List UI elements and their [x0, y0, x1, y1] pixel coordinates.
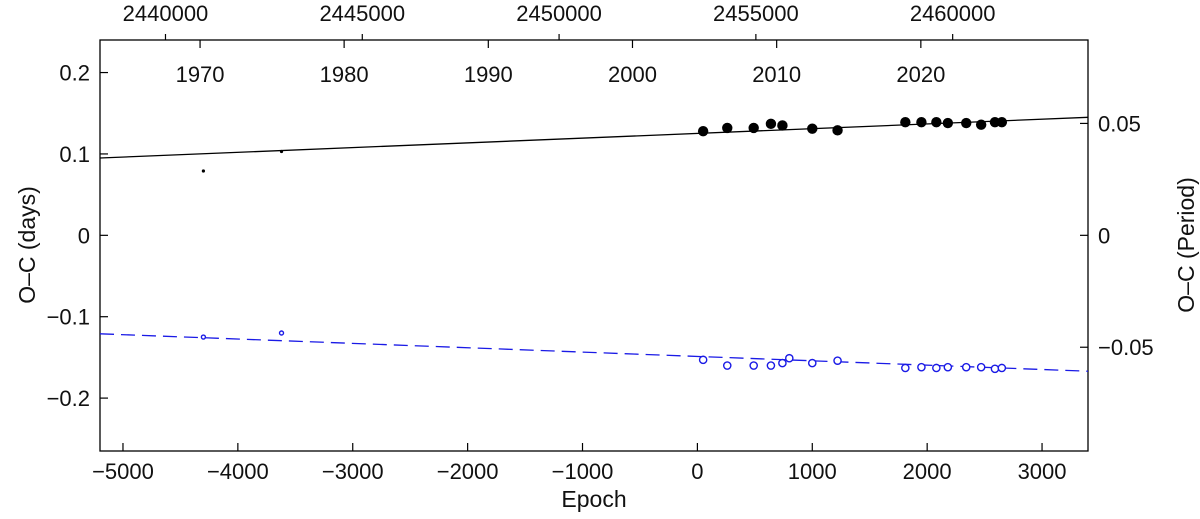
top-year-label: 1980: [320, 62, 369, 87]
data-point-series-1: [777, 120, 788, 131]
x-tick-label: 0: [691, 459, 703, 484]
top-year-label: 2010: [752, 62, 801, 87]
data-point-series-1: [961, 117, 972, 129]
data-point-series-2: [722, 361, 732, 370]
x-tick-label: −1000: [552, 459, 614, 484]
x-axis-title: Epoch: [561, 486, 626, 512]
data-point-series-2: [749, 361, 758, 370]
data-point-series-1: [201, 169, 205, 173]
y-tick-label-left: 0.1: [59, 142, 90, 167]
x-tick-label: −3000: [322, 459, 384, 484]
y-axis-title-right: O–C (Period): [1173, 177, 1199, 312]
data-point-series-1: [748, 122, 759, 134]
data-point-series-1: [900, 117, 911, 128]
data-point-series-2: [917, 362, 926, 372]
data-point-series-1: [916, 117, 927, 128]
top-year-label: 1990: [464, 62, 513, 87]
fit-lines: [99, 116, 1089, 372]
data-point-series-1: [931, 117, 942, 128]
data-point-series-2: [200, 334, 207, 340]
data-point-series-2: [932, 363, 941, 373]
top-jd-label: 2440000: [123, 1, 209, 26]
x-tick-label: −5000: [92, 459, 154, 484]
top-jd-label: 2445000: [319, 1, 405, 26]
data-point-series-1: [697, 125, 709, 137]
y-tick-label-right: −0.05: [1098, 335, 1154, 360]
data-point-series-1: [975, 119, 987, 130]
x-tick-label: 3000: [1018, 459, 1067, 484]
y-tick-label-right: 0: [1098, 223, 1110, 248]
data-point-series-2: [807, 358, 817, 368]
top-jd-label: 2450000: [516, 1, 602, 26]
data-point-series-2: [901, 363, 910, 373]
data-point-series-1: [807, 123, 818, 134]
plot-frame: [99, 39, 1089, 452]
data-point-series-2: [766, 361, 776, 370]
data-point-series-2: [990, 364, 1000, 374]
data-points: [200, 117, 1008, 374]
data-point-series-2: [785, 353, 794, 363]
top-jd-label: 2460000: [910, 1, 996, 26]
y-tick-label-left: −0.2: [47, 386, 90, 411]
data-point-series-2: [961, 362, 971, 372]
y-axis-title-left: O–C (days): [14, 186, 40, 304]
y-tick-label-left: 0: [78, 223, 90, 248]
y-tick-label-left: −0.1: [47, 305, 90, 330]
data-point-series-1: [765, 118, 777, 130]
data-point-series-2: [278, 330, 285, 336]
data-point-series-2: [976, 362, 986, 372]
y-tick-label-right: 0.05: [1098, 111, 1141, 136]
data-point-series-2: [698, 355, 708, 365]
data-point-series-1: [722, 122, 733, 134]
top-year-label: 2000: [608, 62, 657, 87]
data-point-series-1: [832, 125, 843, 136]
top-year-label: 1970: [176, 62, 225, 87]
axes-ticks: −5000 −4000 −3000 −2000 −1000 0 1000 2000 3000 0.…: [47, 1, 1154, 484]
data-point-series-1: [279, 149, 284, 154]
data-point-series-2: [997, 363, 1007, 373]
data-point-series-1: [996, 117, 1008, 128]
x-tick-label: 1000: [788, 459, 837, 484]
x-tick-label: −2000: [437, 459, 499, 484]
top-year-label: 2020: [896, 62, 945, 87]
data-point-series-1: [942, 117, 954, 129]
data-point-series-2: [778, 358, 787, 368]
x-tick-label: −4000: [207, 459, 269, 484]
y-tick-label-left: 0.2: [59, 61, 90, 86]
x-tick-label: 2000: [903, 459, 952, 484]
top-jd-label: 2455000: [713, 1, 799, 26]
data-point-series-2: [943, 362, 953, 372]
data-point-series-2: [833, 356, 842, 365]
